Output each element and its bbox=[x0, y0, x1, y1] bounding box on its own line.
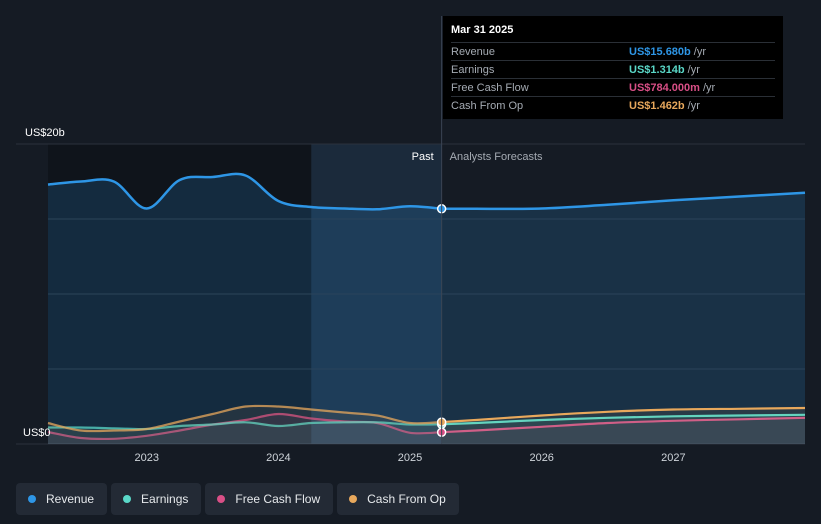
tooltip-unit: /yr bbox=[687, 63, 700, 76]
tooltip-unit: /yr bbox=[702, 81, 716, 94]
tooltip-value: US$15.680b bbox=[629, 45, 691, 58]
tooltip-panel: Mar 31 2025 Revenue US$15.680b /yr Earni… bbox=[443, 16, 783, 119]
tooltip-row-revenue: Revenue US$15.680b /yr bbox=[451, 42, 775, 60]
tooltip-row-earnings: Earnings US$1.314b /yr bbox=[451, 60, 775, 78]
legend-label: Revenue bbox=[46, 492, 95, 506]
y-axis-label-top: US$20b bbox=[25, 127, 65, 139]
legend-dot-icon bbox=[28, 495, 36, 503]
tooltip-value: US$784.000m bbox=[629, 81, 700, 94]
tooltip-value: US$1.314b bbox=[629, 63, 685, 76]
tooltip-row-cash-from-op: Cash From Op US$1.462b /yr bbox=[451, 96, 775, 114]
legend-label: Free Cash Flow bbox=[235, 492, 321, 506]
legend-dot-icon bbox=[123, 495, 132, 503]
legend-item-earnings[interactable]: Earnings bbox=[111, 483, 202, 515]
tooltip-label: Revenue bbox=[451, 45, 496, 58]
legend-item-cash-from-op[interactable]: Cash From Op bbox=[337, 483, 459, 515]
cash-from-op-line-forecast bbox=[441, 406, 806, 424]
legend-label: Earnings bbox=[141, 492, 189, 506]
legend-item-revenue[interactable]: Revenue bbox=[16, 483, 108, 515]
tooltip-date: Mar 31 2025 bbox=[451, 24, 514, 36]
tooltip-value: US$1.462b bbox=[629, 99, 685, 112]
legend-label: Cash From Op bbox=[367, 492, 446, 506]
tooltip-unit: /yr bbox=[687, 99, 700, 112]
tooltip-unit: /yr bbox=[693, 45, 706, 58]
earnings-line-forecast bbox=[441, 413, 806, 426]
cash-from-op-line-past bbox=[47, 404, 442, 433]
past-label: Past bbox=[412, 151, 434, 163]
legend-dot-icon bbox=[349, 495, 358, 503]
cash-from-op-area bbox=[48, 405, 805, 444]
x-tick-label: 2026 bbox=[529, 452, 553, 464]
revenue-line-forecast bbox=[441, 191, 806, 211]
x-tick-label: 2024 bbox=[266, 452, 290, 464]
x-tick-label: 2023 bbox=[134, 452, 158, 464]
free-cash-flow-line-forecast bbox=[441, 416, 806, 434]
tooltip-label: Cash From Op bbox=[451, 99, 524, 112]
forecast-label: Analysts Forecasts bbox=[450, 151, 543, 163]
tooltip-row-free-cash-flow: Free Cash Flow US$784.000m /yr bbox=[451, 78, 775, 96]
tooltip-label: Earnings bbox=[451, 63, 495, 76]
tooltip-label: Free Cash Flow bbox=[451, 81, 529, 94]
x-tick-label: 2027 bbox=[661, 452, 685, 464]
revenue-area bbox=[48, 173, 805, 444]
legend-dot-icon bbox=[217, 495, 226, 503]
earnings-area bbox=[48, 414, 805, 444]
revenue-line-past bbox=[47, 172, 442, 211]
legend-item-free-cash-flow[interactable]: Free Cash Flow bbox=[205, 483, 334, 515]
y-axis-label-bottom: US$0 bbox=[23, 427, 51, 439]
legend: Revenue Earnings Free Cash Flow Cash Fro… bbox=[16, 483, 459, 515]
earnings-line-past bbox=[47, 420, 442, 431]
x-tick-label: 2025 bbox=[398, 452, 422, 464]
